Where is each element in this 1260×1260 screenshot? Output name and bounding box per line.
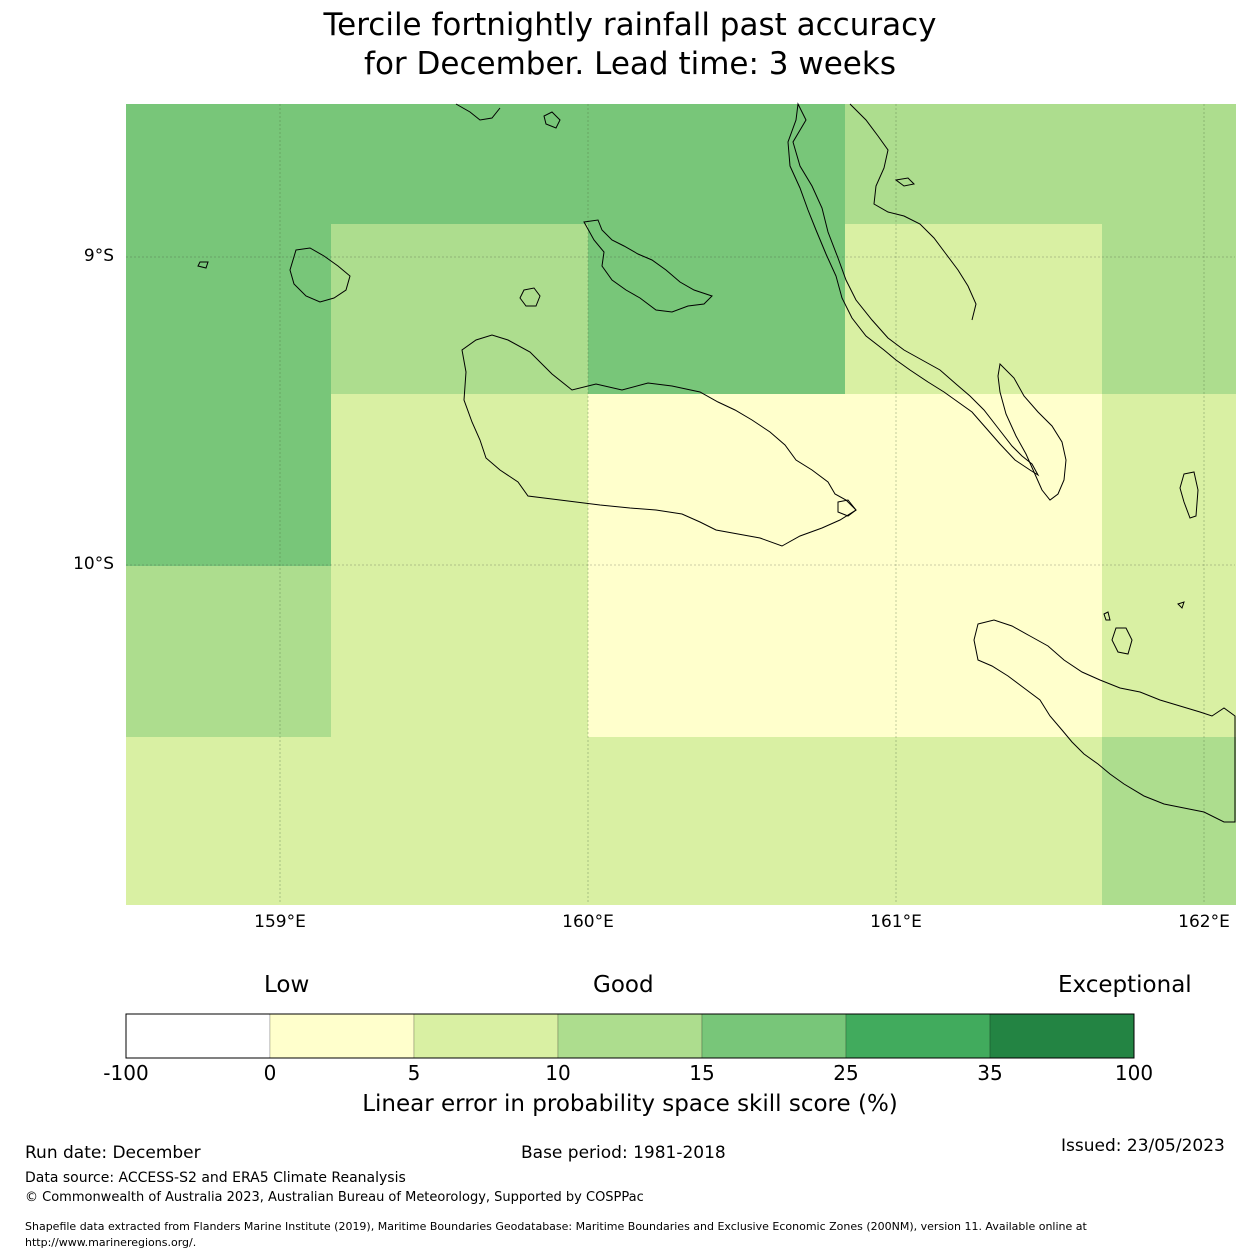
skill-cell <box>331 394 589 567</box>
category-label-exceptional: Exceptional <box>1058 972 1192 998</box>
colorbar-segment <box>557 1013 703 1059</box>
skill-cell <box>126 224 332 395</box>
skill-cell <box>331 737 589 905</box>
skill-cell <box>845 737 1103 905</box>
skill-cell <box>845 566 1103 738</box>
skill-cell <box>1102 104 1236 225</box>
skill-cell <box>126 737 332 905</box>
skill-cell <box>1102 737 1236 905</box>
coast-guadalcanal <box>461 334 857 547</box>
skill-cell <box>1102 566 1236 738</box>
colorbar-tick-label: 35 <box>977 1061 1003 1085</box>
colorbar-segment <box>845 1013 991 1059</box>
coast-small-islands-north <box>455 103 916 187</box>
lat-label-9s: 9°S <box>83 246 114 266</box>
coast-makira <box>973 619 1236 823</box>
skill-cell <box>331 224 589 395</box>
skill-cell <box>126 566 332 738</box>
colorbar-tick-label: 25 <box>833 1061 859 1085</box>
data-source: Data source: ACCESS-S2 and ERA5 Climate … <box>25 1170 406 1186</box>
colorbar-tick-label: 100 <box>1114 1061 1154 1085</box>
lon-label-160e: 160°E <box>562 912 614 932</box>
coastlines <box>197 102 1236 823</box>
shapefile-url[interactable]: http://www.marineregions.org/. <box>25 1236 197 1249</box>
colorbar-tick-label: 5 <box>407 1061 421 1085</box>
colorbar-tick-label: -100 <box>103 1061 149 1085</box>
colorbar-segment <box>701 1013 847 1059</box>
skill-grid-cells <box>126 104 1236 905</box>
colorbar-segment <box>269 1013 415 1059</box>
lat-label-10s: 10°S <box>73 554 114 574</box>
lon-label-162e: 162°E <box>1178 912 1230 932</box>
skill-cell <box>331 566 589 738</box>
skill-cell <box>1102 394 1236 567</box>
category-label-low: Low <box>264 972 310 998</box>
colorbar-axis-label: Linear error in probability space skill … <box>362 1091 898 1117</box>
skill-cell <box>588 224 846 395</box>
coast-malaita <box>997 362 1067 501</box>
colorbar-tick-label: 15 <box>689 1061 715 1085</box>
skill-cell <box>845 224 1103 395</box>
skill-cell <box>1102 224 1236 395</box>
coast-santa-isabel-north <box>849 103 977 321</box>
coast-small-east <box>837 471 1199 655</box>
colorbar-segment <box>413 1013 559 1059</box>
skill-cell <box>126 104 332 225</box>
skill-cell <box>588 394 846 567</box>
figure-title-line-1: Tercile fortnightly rainfall past accura… <box>323 7 937 43</box>
copyright: © Commonwealth of Australia 2023, Austra… <box>25 1190 644 1205</box>
category-label-good: Good <box>593 972 654 998</box>
lon-label-159e: 159°E <box>254 912 306 932</box>
lon-label-161e: 161°E <box>870 912 922 932</box>
run-date: Run date: December <box>25 1143 201 1163</box>
skill-cell <box>588 737 846 905</box>
coast-russell-islands <box>197 247 351 303</box>
colorbar-outline <box>125 1013 1135 1059</box>
skill-cell <box>845 104 1103 225</box>
skill-cell <box>126 394 332 567</box>
colorbar-tick-label: 0 <box>263 1061 277 1085</box>
colorbar-tick-label: 10 <box>545 1061 571 1085</box>
skill-cell <box>845 394 1103 567</box>
colorbar-segment <box>125 1013 271 1059</box>
colorbar-segment <box>989 1013 1135 1059</box>
skill-cell <box>331 104 846 225</box>
coast-savo <box>519 287 541 307</box>
figure-title-line-2: for December. Lead time: 3 weeks <box>364 46 896 82</box>
coast-ngella <box>583 219 713 313</box>
skill-cell <box>588 566 846 738</box>
issued-date: Issued: 23/05/2023 <box>1061 1136 1225 1156</box>
base-period: Base period: 1981-2018 <box>521 1143 726 1163</box>
shapefile-credit: Shapefile data extracted from Flanders M… <box>25 1220 1087 1233</box>
